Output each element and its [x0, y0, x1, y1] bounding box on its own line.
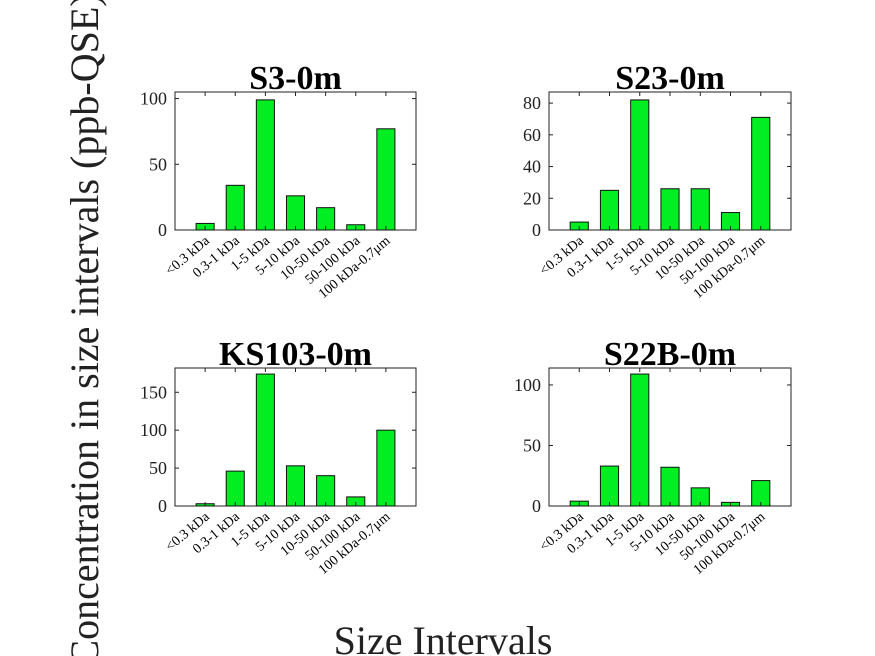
y-tick-label: 100	[514, 375, 541, 395]
bar	[599, 465, 620, 507]
subplot-title: S22B-0m	[604, 336, 736, 373]
y-tick-label: 0	[532, 220, 541, 240]
subplot-title: S3-0m	[249, 60, 342, 97]
y-tick-label: 50	[149, 458, 167, 478]
bar	[285, 465, 306, 507]
y-tick-label: 100	[140, 89, 167, 109]
y-tick-label: 50	[523, 435, 541, 455]
bar	[630, 99, 650, 231]
y-tick-label: 150	[140, 382, 167, 402]
bar	[599, 189, 620, 231]
bar	[225, 184, 245, 231]
y-tick-label: 0	[158, 220, 167, 240]
y-tick-label: 50	[149, 154, 167, 174]
y-tick-label: 20	[523, 188, 541, 208]
y-tick-label: 0	[158, 496, 167, 516]
y-tick-label: 80	[523, 93, 541, 113]
bar	[255, 373, 275, 507]
figure-ylabel: Concentration in size intervals (ppb-QSE…	[62, 0, 107, 656]
bar	[316, 475, 336, 507]
subplot-title: KS103-0m	[219, 336, 372, 373]
y-tick-label: 40	[523, 157, 541, 177]
bar	[285, 195, 306, 231]
bar	[751, 116, 771, 231]
bar	[630, 373, 650, 507]
figure-xlabel: Size Intervals	[334, 618, 553, 656]
subplot-title: S23-0m	[615, 60, 725, 97]
y-tick-label: 0	[532, 496, 541, 516]
bar	[225, 470, 245, 507]
y-tick-label: 60	[523, 125, 541, 145]
bar	[376, 429, 396, 507]
bar	[660, 466, 680, 507]
y-tick-label: 100	[140, 420, 167, 440]
bar	[660, 188, 680, 231]
bar	[255, 99, 275, 231]
bar	[690, 188, 710, 231]
bar	[376, 128, 396, 231]
